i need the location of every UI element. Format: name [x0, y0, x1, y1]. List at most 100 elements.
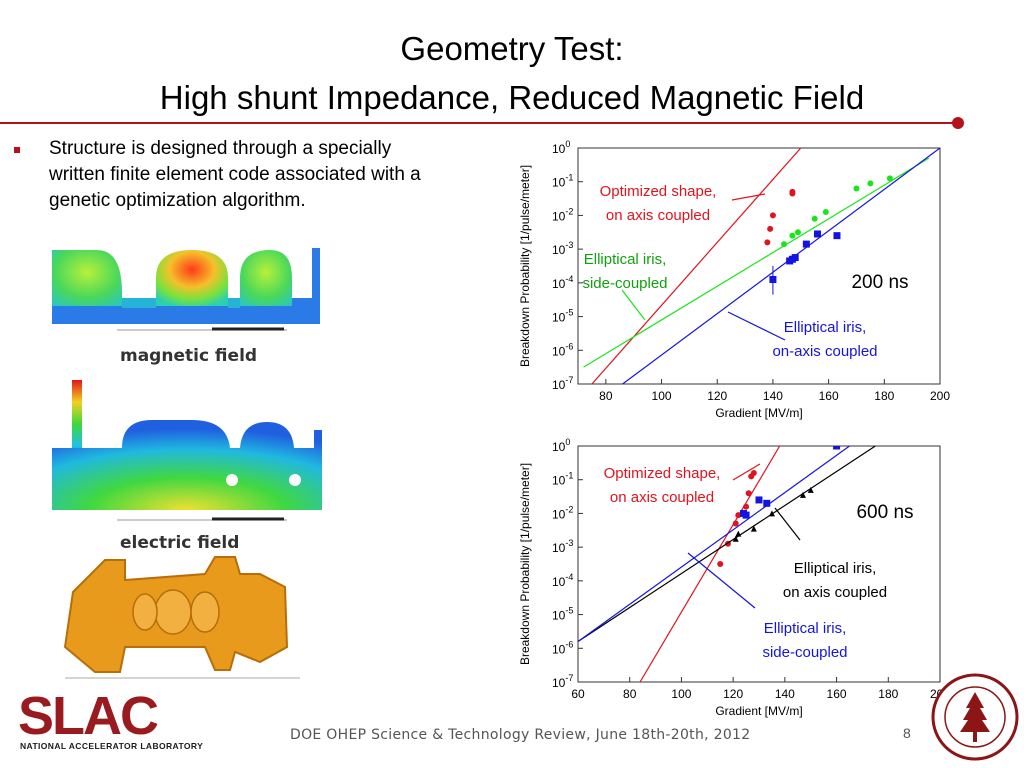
y-tick-exponent: -2	[565, 504, 573, 514]
slide-title-line-2: High shunt Impedance, Reduced Magnetic F…	[159, 79, 865, 116]
y-tick-exponent: -7	[565, 375, 573, 385]
x-tick-label: 120	[707, 389, 727, 403]
y-tick-label: 10-4	[552, 274, 573, 291]
data-point	[745, 490, 752, 497]
data-point	[799, 491, 806, 498]
data-point	[735, 512, 742, 519]
data-point	[853, 185, 860, 192]
y-tick-exponent: -6	[565, 341, 573, 351]
y-tick-exponent: -5	[565, 308, 573, 318]
data-point	[769, 212, 776, 219]
y-tick-label: 10-7	[552, 375, 573, 392]
data-point	[769, 275, 777, 283]
series-label: on axis coupled	[783, 584, 887, 601]
label-arrow	[774, 507, 801, 541]
title-divider-dot	[952, 117, 964, 129]
x-tick-label: 140	[763, 389, 783, 403]
electric-field-image	[52, 380, 322, 521]
data-point	[764, 239, 771, 246]
y-tick-label: 100	[552, 139, 570, 156]
data-point	[867, 180, 874, 187]
footer-text: DOE OHEP Science & Technology Review, Ju…	[290, 727, 751, 743]
label-arrow	[732, 463, 761, 481]
slac-logo-text: SLAC	[18, 686, 158, 740]
data-point	[755, 496, 763, 504]
chart-200ns: 80 100 120 140 160 180 200 100 10-1 10-2 10-3 10-4 1…	[518, 139, 950, 420]
label-arrow	[727, 311, 786, 341]
y-tick-label: 10-7	[552, 673, 573, 690]
x-axis-label: Gradient [MV/m]	[715, 406, 802, 420]
fit-line	[578, 446, 850, 643]
y-tick-label: 10-2	[552, 504, 573, 521]
series-label: on axis coupled	[610, 489, 714, 506]
data-point	[813, 230, 821, 238]
y-tick-exponent: -4	[565, 572, 573, 582]
data-point	[802, 240, 810, 248]
structure-3d-image	[63, 556, 300, 679]
data-point	[763, 499, 771, 507]
x-axis-label: Gradient [MV/m]	[715, 704, 802, 718]
label-arrow	[687, 552, 756, 609]
magnetic-field-image	[52, 248, 320, 331]
data-point	[833, 446, 841, 450]
chart-600ns: 608010012014016018020010010-110-210-310-…	[518, 437, 950, 718]
y-axis-label: Breakdown Probability [1/pulse/meter]	[518, 165, 532, 367]
data-point	[807, 486, 814, 493]
stanford-seal	[931, 673, 1019, 761]
data-point	[742, 511, 750, 519]
pulse-annotation: 600 ns	[856, 502, 913, 523]
x-tick-label: 160	[827, 687, 847, 701]
x-tick-label: 140	[775, 687, 795, 701]
data-point	[750, 525, 757, 532]
fit-line	[639, 446, 781, 682]
y-tick-label: 10-3	[552, 240, 573, 257]
y-tick-label: 10-5	[552, 308, 573, 325]
y-tick-exponent: -4	[565, 274, 573, 284]
series-label: Elliptical iris,	[584, 251, 667, 268]
y-tick-exponent: -1	[565, 173, 573, 183]
series-label: side-coupled	[582, 275, 667, 292]
plot-frame	[577, 445, 941, 683]
y-tick-exponent: -3	[565, 240, 573, 250]
series-label: on axis coupled	[606, 207, 710, 224]
y-tick-label: 10-4	[552, 572, 573, 589]
data-point	[794, 229, 801, 236]
y-axis-label: Breakdown Probability [1/pulse/meter]	[518, 463, 532, 665]
page-number: 8	[903, 725, 911, 741]
x-tick-label: 120	[723, 687, 743, 701]
x-tick-label: 80	[623, 687, 637, 701]
y-tick-label: 10-2	[552, 206, 573, 223]
series-label: Elliptical iris,	[794, 560, 877, 577]
y-tick-exponent: -6	[565, 639, 573, 649]
data-point	[791, 254, 799, 262]
data-point	[717, 561, 724, 567]
data-point	[743, 503, 750, 510]
bullet-text: Structure is designed through a speciall…	[49, 138, 421, 211]
y-tick-exponent: -7	[565, 673, 573, 683]
x-tick-label: 80	[599, 389, 613, 403]
data-point	[886, 175, 893, 182]
data-point	[732, 535, 739, 542]
fit-line	[591, 148, 802, 384]
fit-line	[578, 446, 876, 643]
y-tick-exponent: 0	[565, 139, 570, 149]
title-divider	[0, 122, 958, 124]
data-point	[750, 469, 757, 476]
label-arrow	[731, 193, 766, 201]
data-point	[767, 225, 774, 232]
y-tick-label: 10-6	[552, 639, 573, 656]
y-tick-exponent: -5	[565, 606, 573, 616]
x-tick-label: 100	[671, 687, 691, 701]
x-tick-label: 160	[819, 389, 839, 403]
series-label: Elliptical iris,	[784, 319, 867, 336]
y-tick-label: 10-6	[552, 341, 573, 358]
y-tick-exponent: 0	[565, 437, 570, 447]
data-point	[833, 232, 841, 240]
data-point	[781, 241, 788, 248]
y-tick-label: 10-1	[552, 173, 573, 190]
y-tick-label: 10-5	[552, 606, 573, 623]
y-tick-label: 10-1	[552, 471, 573, 488]
x-tick-label: 200	[930, 389, 950, 403]
data-point	[789, 190, 796, 197]
plot-area	[578, 446, 876, 682]
